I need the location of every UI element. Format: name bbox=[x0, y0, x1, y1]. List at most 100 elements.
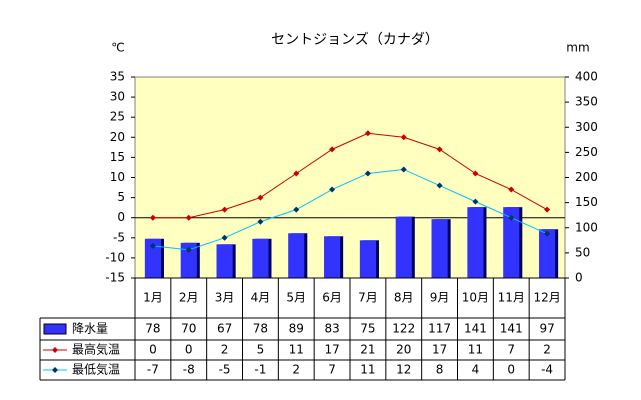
y2-tick-label: 300 bbox=[575, 120, 598, 134]
x-tick-label: 8月 bbox=[394, 291, 414, 305]
table-value: 141 bbox=[464, 322, 487, 336]
y2-axis-unit: mm bbox=[566, 41, 589, 55]
x-tick-label: 10月 bbox=[462, 291, 489, 305]
x-tick-label: 3月 bbox=[215, 291, 235, 305]
marker bbox=[544, 230, 551, 237]
marker bbox=[400, 134, 407, 141]
marker bbox=[472, 170, 479, 177]
x-tick-label: 4月 bbox=[251, 291, 271, 305]
marker bbox=[436, 182, 443, 189]
table-value: 8 bbox=[436, 363, 444, 377]
table-value: 67 bbox=[217, 322, 232, 336]
y2-tick-label: 100 bbox=[575, 220, 598, 234]
table-value: 7 bbox=[328, 363, 336, 377]
table-value: 89 bbox=[289, 322, 304, 336]
legend-label: 最高気温 bbox=[72, 342, 120, 357]
marker bbox=[364, 130, 371, 137]
table-value: -4 bbox=[541, 363, 553, 377]
table-value: 4 bbox=[472, 363, 480, 377]
x-tick-label: 2月 bbox=[179, 291, 199, 305]
bar bbox=[288, 233, 305, 278]
marker bbox=[257, 218, 264, 225]
line bbox=[152, 168, 548, 251]
y-tick-label: 20 bbox=[110, 130, 125, 144]
bar bbox=[395, 216, 412, 278]
table-value: 12 bbox=[396, 363, 411, 377]
marker bbox=[364, 170, 371, 177]
table-value: 122 bbox=[392, 322, 415, 336]
bar bbox=[503, 207, 520, 278]
table-value: 11 bbox=[468, 343, 483, 357]
table-value: -5 bbox=[219, 363, 231, 377]
y-tick-label: -10 bbox=[105, 250, 125, 264]
y-tick-label: 10 bbox=[110, 170, 125, 184]
table-value: 0 bbox=[507, 363, 515, 377]
bar bbox=[539, 229, 556, 278]
table-value: 2 bbox=[221, 343, 229, 357]
marker bbox=[508, 186, 515, 193]
marker bbox=[508, 214, 515, 221]
y-tick-label: 35 bbox=[110, 70, 125, 84]
table-value: -7 bbox=[147, 363, 159, 377]
x-tick-label: 6月 bbox=[322, 291, 342, 305]
chart-title: セントジョンズ（カナダ） bbox=[271, 32, 439, 48]
table-value: 141 bbox=[500, 322, 523, 336]
table-value: 7 bbox=[507, 343, 515, 357]
table-value: 117 bbox=[428, 322, 451, 336]
table-value: 17 bbox=[432, 343, 447, 357]
line bbox=[152, 132, 548, 219]
y2-tick-label: 150 bbox=[575, 195, 598, 209]
marker bbox=[436, 146, 443, 153]
legend-label: 最低気温 bbox=[72, 362, 120, 377]
y-tick-label: -5 bbox=[113, 230, 125, 244]
x-tick-label: 11月 bbox=[498, 291, 525, 305]
marker bbox=[400, 166, 407, 173]
y2-tick-label: 50 bbox=[575, 245, 590, 259]
y-tick-label: 30 bbox=[110, 90, 125, 104]
table-value: -8 bbox=[183, 363, 195, 377]
y-tick-label: 15 bbox=[110, 150, 125, 164]
bar bbox=[216, 244, 233, 278]
x-tick-label: 1月 bbox=[143, 291, 163, 305]
table-value: 11 bbox=[289, 343, 304, 357]
y-tick-label: -15 bbox=[105, 271, 125, 285]
x-tick-label: 7月 bbox=[358, 291, 378, 305]
table-value: 2 bbox=[292, 363, 300, 377]
table-value: 21 bbox=[360, 343, 375, 357]
table-value: 0 bbox=[185, 343, 193, 357]
plot-area bbox=[134, 76, 566, 279]
marker bbox=[293, 206, 300, 213]
y2-tick-label: 400 bbox=[575, 70, 598, 84]
y-axis-unit: ℃ bbox=[111, 41, 124, 55]
bar bbox=[324, 236, 341, 278]
marker bbox=[472, 198, 479, 205]
marker bbox=[185, 246, 192, 253]
y2-tick-label: 250 bbox=[575, 145, 598, 159]
x-tick-label: 9月 bbox=[430, 291, 450, 305]
marker bbox=[329, 146, 336, 153]
marker bbox=[293, 170, 300, 177]
table-value: 0 bbox=[149, 343, 157, 357]
marker bbox=[221, 234, 228, 241]
legend-marker bbox=[52, 347, 58, 353]
table-value: 11 bbox=[360, 363, 375, 377]
table-value: 17 bbox=[324, 343, 339, 357]
table-value: 78 bbox=[145, 322, 160, 336]
bar bbox=[467, 207, 484, 278]
y-tick-label: 5 bbox=[117, 190, 125, 204]
y2-tick-label: 0 bbox=[575, 271, 583, 285]
bar bbox=[180, 242, 197, 278]
x-tick-label: 5月 bbox=[286, 291, 306, 305]
marker bbox=[149, 214, 156, 221]
table-value: -1 bbox=[254, 363, 266, 377]
legend-label: 降水量 bbox=[72, 322, 108, 336]
table-value: 20 bbox=[396, 343, 411, 357]
table-value: 97 bbox=[539, 322, 554, 336]
bar bbox=[144, 238, 161, 278]
bar bbox=[431, 219, 448, 278]
table-value: 83 bbox=[324, 322, 339, 336]
table-value: 2 bbox=[543, 343, 551, 357]
y-tick-label: 25 bbox=[110, 110, 125, 124]
table-value: 75 bbox=[360, 322, 375, 336]
